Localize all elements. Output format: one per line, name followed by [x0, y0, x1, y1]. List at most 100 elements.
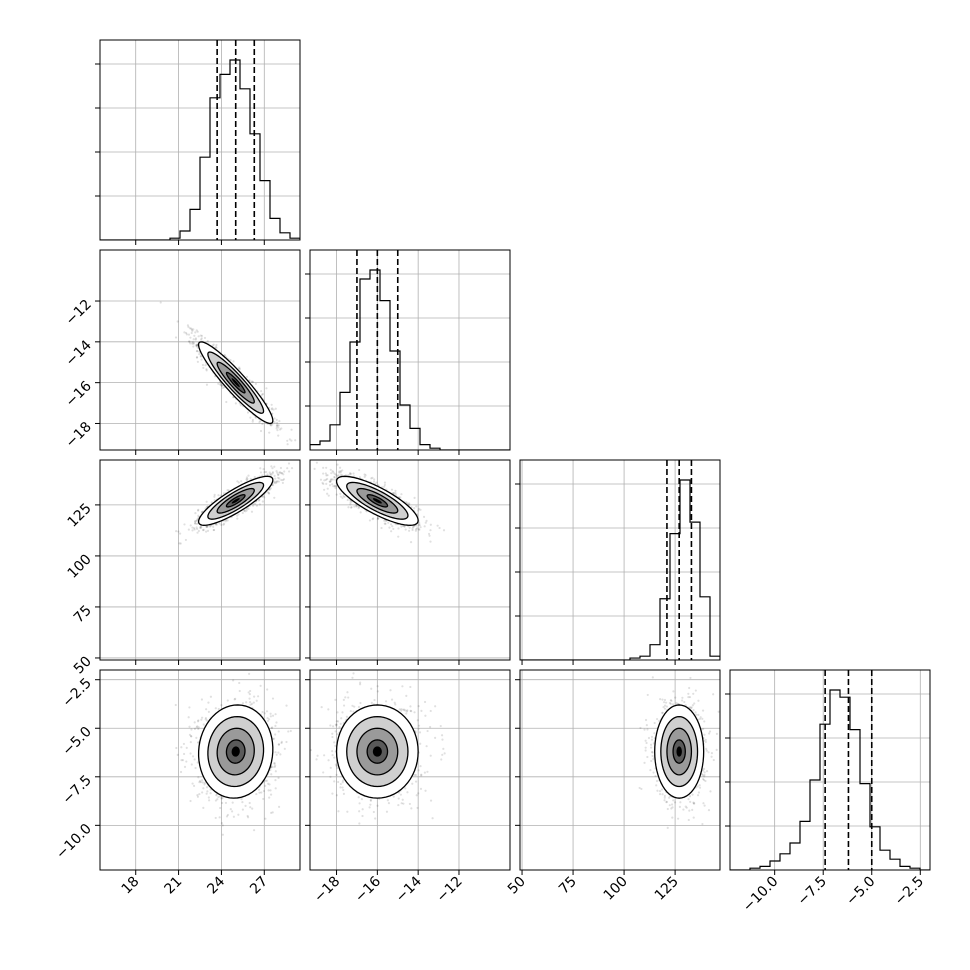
scatter-point	[411, 526, 415, 529]
scatter-point	[337, 474, 340, 477]
scatter-point	[273, 765, 276, 769]
scatter-point	[273, 465, 276, 468]
scatter-point	[247, 507, 250, 511]
scatter-point	[350, 506, 353, 509]
scatter-point	[368, 519, 372, 522]
scatter-point	[237, 481, 240, 484]
scatter-point	[196, 720, 200, 723]
scatter-point	[271, 471, 275, 474]
scatter-point	[241, 808, 244, 811]
scatter-point	[383, 485, 386, 488]
scatter-point	[218, 816, 221, 819]
scatter-point	[247, 474, 250, 477]
scatter-point	[272, 481, 275, 484]
scatter-point	[245, 478, 248, 481]
scatter-point	[196, 517, 199, 521]
scatter-point	[411, 527, 414, 530]
panel-2-1	[305, 459, 511, 665]
scatter-point	[195, 522, 199, 526]
scatter-point	[280, 472, 283, 475]
scatter-point	[273, 761, 276, 765]
scatter-point	[324, 472, 327, 475]
scatter-point	[183, 523, 186, 526]
panel-frame	[99, 39, 301, 241]
scatter-point	[326, 487, 329, 490]
scatter-point	[248, 693, 251, 696]
scatter-point	[328, 484, 332, 487]
scatter-point	[190, 763, 193, 766]
scatter-point	[323, 479, 326, 482]
scatter-point	[209, 792, 212, 795]
scatter-point	[322, 466, 325, 469]
scatter-point	[276, 421, 279, 424]
scatter-point	[232, 360, 235, 363]
scatter-point	[418, 524, 421, 527]
scatter-point	[271, 407, 274, 410]
scatter-point	[192, 342, 195, 345]
scatter-point	[290, 439, 293, 442]
scatter-point	[269, 472, 272, 475]
scatter-point	[429, 540, 432, 543]
scatter-point	[202, 528, 205, 531]
scatter-point	[417, 507, 421, 510]
scatter-point	[302, 448, 304, 450]
scatter-point	[215, 794, 218, 797]
scatter-point	[315, 461, 318, 464]
scatter-point	[438, 526, 441, 530]
scatter-point	[358, 468, 361, 472]
scatter-point	[187, 325, 190, 329]
panel-2-0	[95, 448, 304, 665]
scatter-point	[205, 708, 208, 711]
scatter-point	[261, 500, 264, 503]
density-contours	[197, 341, 274, 425]
scatter-point	[208, 799, 211, 802]
scatter-point	[197, 726, 200, 729]
panel-1-1	[305, 249, 511, 455]
scatter-point	[247, 691, 250, 694]
scatter-point	[251, 380, 255, 384]
scatter-point	[185, 746, 188, 749]
scatter-point	[186, 324, 190, 327]
scatter-point	[399, 496, 402, 499]
density-contours	[197, 475, 274, 526]
scatter-point	[325, 474, 328, 477]
scatter-point	[377, 517, 380, 520]
scatter-point	[407, 502, 410, 505]
scatter-point	[355, 504, 358, 507]
scatter-point	[195, 344, 198, 348]
scatter-point	[257, 499, 261, 502]
scatter-point	[274, 724, 277, 727]
scatter-point	[200, 337, 203, 340]
scatter-point	[282, 478, 286, 481]
scatter-point	[249, 703, 252, 706]
scatter-point	[214, 799, 218, 802]
scatter-point	[325, 466, 328, 469]
scatter-point	[271, 811, 274, 814]
scatter-point	[240, 480, 243, 483]
scatter-point	[331, 483, 334, 486]
panel-1-0	[95, 249, 301, 455]
scatter-point	[424, 521, 427, 524]
scatter-point	[205, 383, 209, 386]
scatter-point	[339, 495, 343, 498]
scatter-point	[276, 473, 280, 476]
scatter-point	[371, 518, 374, 521]
scatter-point	[442, 529, 446, 532]
scatter-point	[176, 753, 179, 757]
scatter-point	[425, 519, 428, 522]
scatter-point	[335, 493, 338, 496]
scatter-point	[199, 354, 202, 358]
scatter-point	[384, 522, 387, 525]
scatter-point	[357, 507, 360, 510]
scatter-point	[195, 519, 198, 522]
scatter-point	[209, 788, 212, 791]
scatter-point	[199, 334, 202, 337]
scatter-point	[419, 526, 422, 529]
scatter-point	[271, 472, 274, 475]
scatter-point	[225, 400, 228, 404]
scatter-point	[221, 384, 224, 387]
scatter-point	[349, 503, 352, 506]
scatter-point	[199, 526, 202, 529]
scatter-point	[243, 509, 246, 512]
scatter-point	[254, 382, 257, 386]
